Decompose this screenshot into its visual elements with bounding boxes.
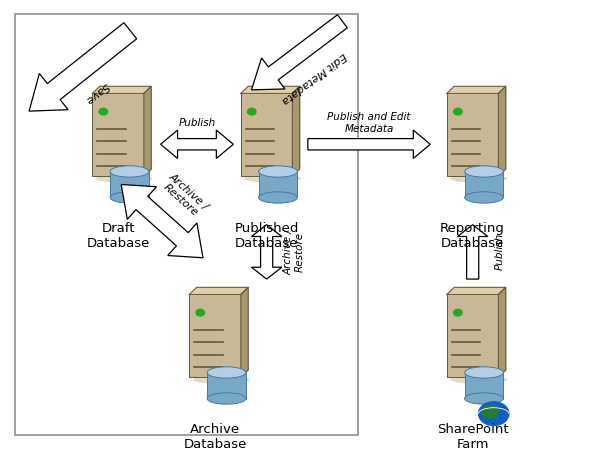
Polygon shape xyxy=(458,225,488,279)
Polygon shape xyxy=(447,287,505,294)
Bar xyxy=(241,94,293,176)
Bar xyxy=(189,294,241,377)
Polygon shape xyxy=(121,184,203,258)
Circle shape xyxy=(482,406,498,418)
Ellipse shape xyxy=(465,367,504,378)
Ellipse shape xyxy=(259,192,298,203)
Text: Edit Metadata: Edit Metadata xyxy=(279,51,348,105)
Polygon shape xyxy=(241,287,248,377)
Text: Publish: Publish xyxy=(178,118,216,128)
Polygon shape xyxy=(498,86,505,176)
Circle shape xyxy=(248,108,256,115)
Polygon shape xyxy=(251,15,347,90)
Polygon shape xyxy=(92,86,152,94)
Polygon shape xyxy=(447,86,505,94)
Circle shape xyxy=(453,309,462,316)
Ellipse shape xyxy=(465,192,504,203)
Bar xyxy=(465,373,504,398)
Text: SharePoint
Farm: SharePoint Farm xyxy=(437,423,508,451)
Polygon shape xyxy=(144,86,152,176)
Bar xyxy=(447,294,498,377)
Text: Draft
Database: Draft Database xyxy=(87,222,150,250)
Ellipse shape xyxy=(110,166,149,177)
Ellipse shape xyxy=(465,166,504,177)
Ellipse shape xyxy=(259,166,298,177)
Text: Reporting
Database: Reporting Database xyxy=(440,222,505,250)
Polygon shape xyxy=(189,287,248,294)
Ellipse shape xyxy=(450,175,507,183)
Text: Publish: Publish xyxy=(495,233,505,271)
Polygon shape xyxy=(293,86,300,176)
Polygon shape xyxy=(29,23,137,111)
Ellipse shape xyxy=(207,393,246,404)
Circle shape xyxy=(99,108,108,115)
Polygon shape xyxy=(308,130,430,158)
Text: Archive
Database: Archive Database xyxy=(184,423,247,451)
Text: Archive /
Restore: Archive / Restore xyxy=(283,229,305,275)
Circle shape xyxy=(196,309,205,316)
Bar xyxy=(15,14,358,435)
Polygon shape xyxy=(251,225,282,279)
Text: Archive /
Restore: Archive / Restore xyxy=(159,171,210,220)
Text: Published
Database: Published Database xyxy=(235,222,299,250)
Bar xyxy=(110,172,149,198)
Ellipse shape xyxy=(96,175,153,183)
Text: Publish and Edit
Metadata: Publish and Edit Metadata xyxy=(327,112,411,134)
Ellipse shape xyxy=(193,376,250,384)
Bar xyxy=(259,172,298,198)
Circle shape xyxy=(479,402,509,426)
Ellipse shape xyxy=(450,376,507,384)
Bar xyxy=(92,94,144,176)
Polygon shape xyxy=(241,86,300,94)
Text: Save: Save xyxy=(84,80,111,105)
Circle shape xyxy=(453,108,462,115)
Polygon shape xyxy=(161,130,233,158)
Ellipse shape xyxy=(110,192,149,203)
Ellipse shape xyxy=(465,393,504,404)
Bar xyxy=(447,94,498,176)
Bar xyxy=(207,373,246,398)
Ellipse shape xyxy=(244,175,301,183)
Bar xyxy=(465,172,504,198)
Ellipse shape xyxy=(207,367,246,378)
Polygon shape xyxy=(498,287,505,377)
